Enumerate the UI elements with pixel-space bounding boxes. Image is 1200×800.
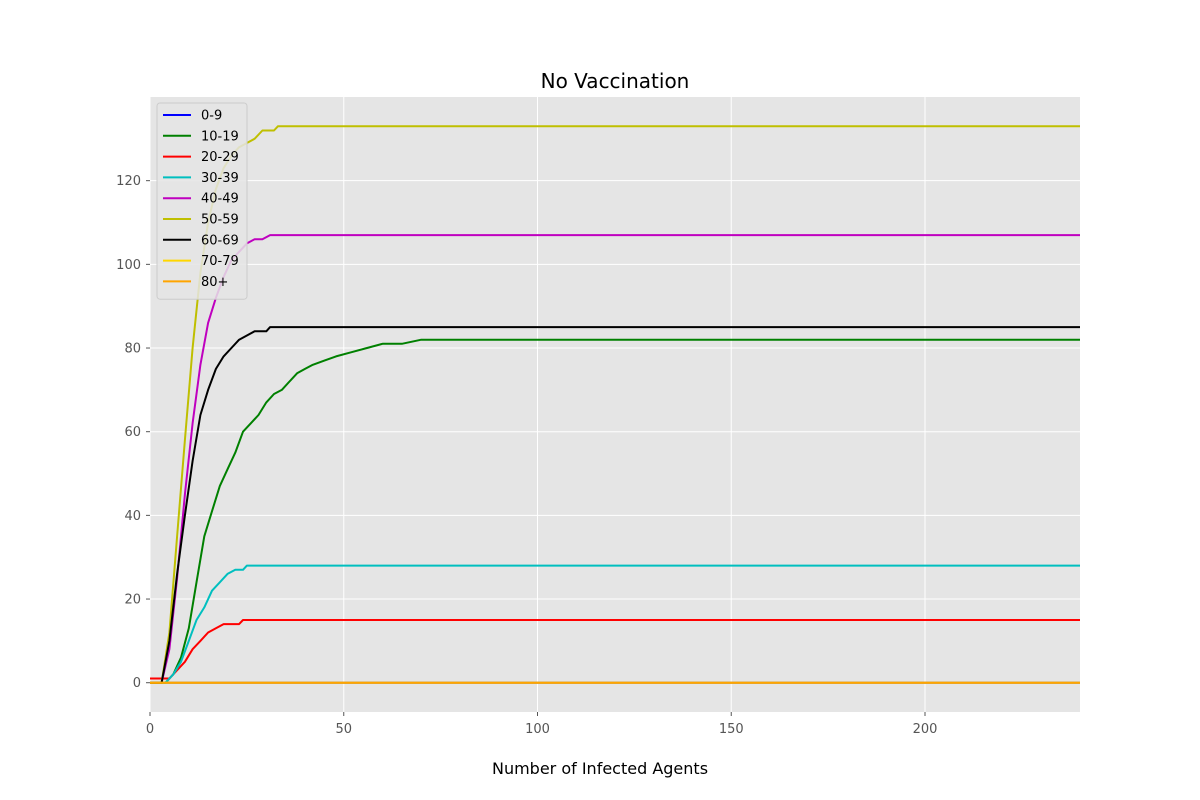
y-tick-label: 120 bbox=[116, 174, 141, 189]
y-tick-label: 20 bbox=[124, 593, 141, 608]
series-line-30-39 bbox=[150, 564, 1080, 684]
y-tick-label: 100 bbox=[116, 258, 141, 273]
legend-label: 70-79 bbox=[201, 254, 239, 269]
x-axis-ticks: 0 50 100 150 200 bbox=[146, 712, 938, 737]
y-axis-ticks: 0 20 40 60 80 100 120 bbox=[116, 174, 150, 691]
chart-title: No Vaccination bbox=[541, 69, 690, 93]
legend-label: 20-29 bbox=[201, 150, 239, 165]
y-tick-label: 0 bbox=[133, 676, 141, 691]
x-tick-label: 50 bbox=[335, 722, 352, 737]
series-line-60-69 bbox=[150, 326, 1080, 684]
x-tick-label: 200 bbox=[913, 722, 938, 737]
legend-label: 10-19 bbox=[201, 129, 239, 144]
y-tick-label: 80 bbox=[124, 342, 141, 357]
x-tick-label: 150 bbox=[719, 722, 744, 737]
legend-label: 0-9 bbox=[201, 109, 222, 124]
gridlines bbox=[149, 97, 1080, 712]
legend: 0-9 10-19 20-29 30-39 40-49 50-59 60-69 70-79 80… bbox=[156, 102, 248, 300]
x-tick-label: 100 bbox=[525, 722, 550, 737]
x-tick-label: 0 bbox=[146, 722, 154, 737]
legend-label: 50-59 bbox=[201, 213, 239, 228]
legend-box bbox=[156, 102, 248, 300]
y-tick-label: 40 bbox=[124, 509, 141, 524]
x-axis-label: Number of Infected Agents bbox=[492, 759, 708, 778]
legend-label: 60-69 bbox=[201, 233, 239, 248]
series-line-10-19 bbox=[150, 338, 1080, 684]
legend-label: 30-39 bbox=[201, 171, 239, 186]
legend-label: 80+ bbox=[201, 275, 228, 290]
legend-label: 40-49 bbox=[201, 192, 239, 207]
series-lines bbox=[150, 125, 1080, 684]
y-tick-label: 60 bbox=[124, 425, 141, 440]
